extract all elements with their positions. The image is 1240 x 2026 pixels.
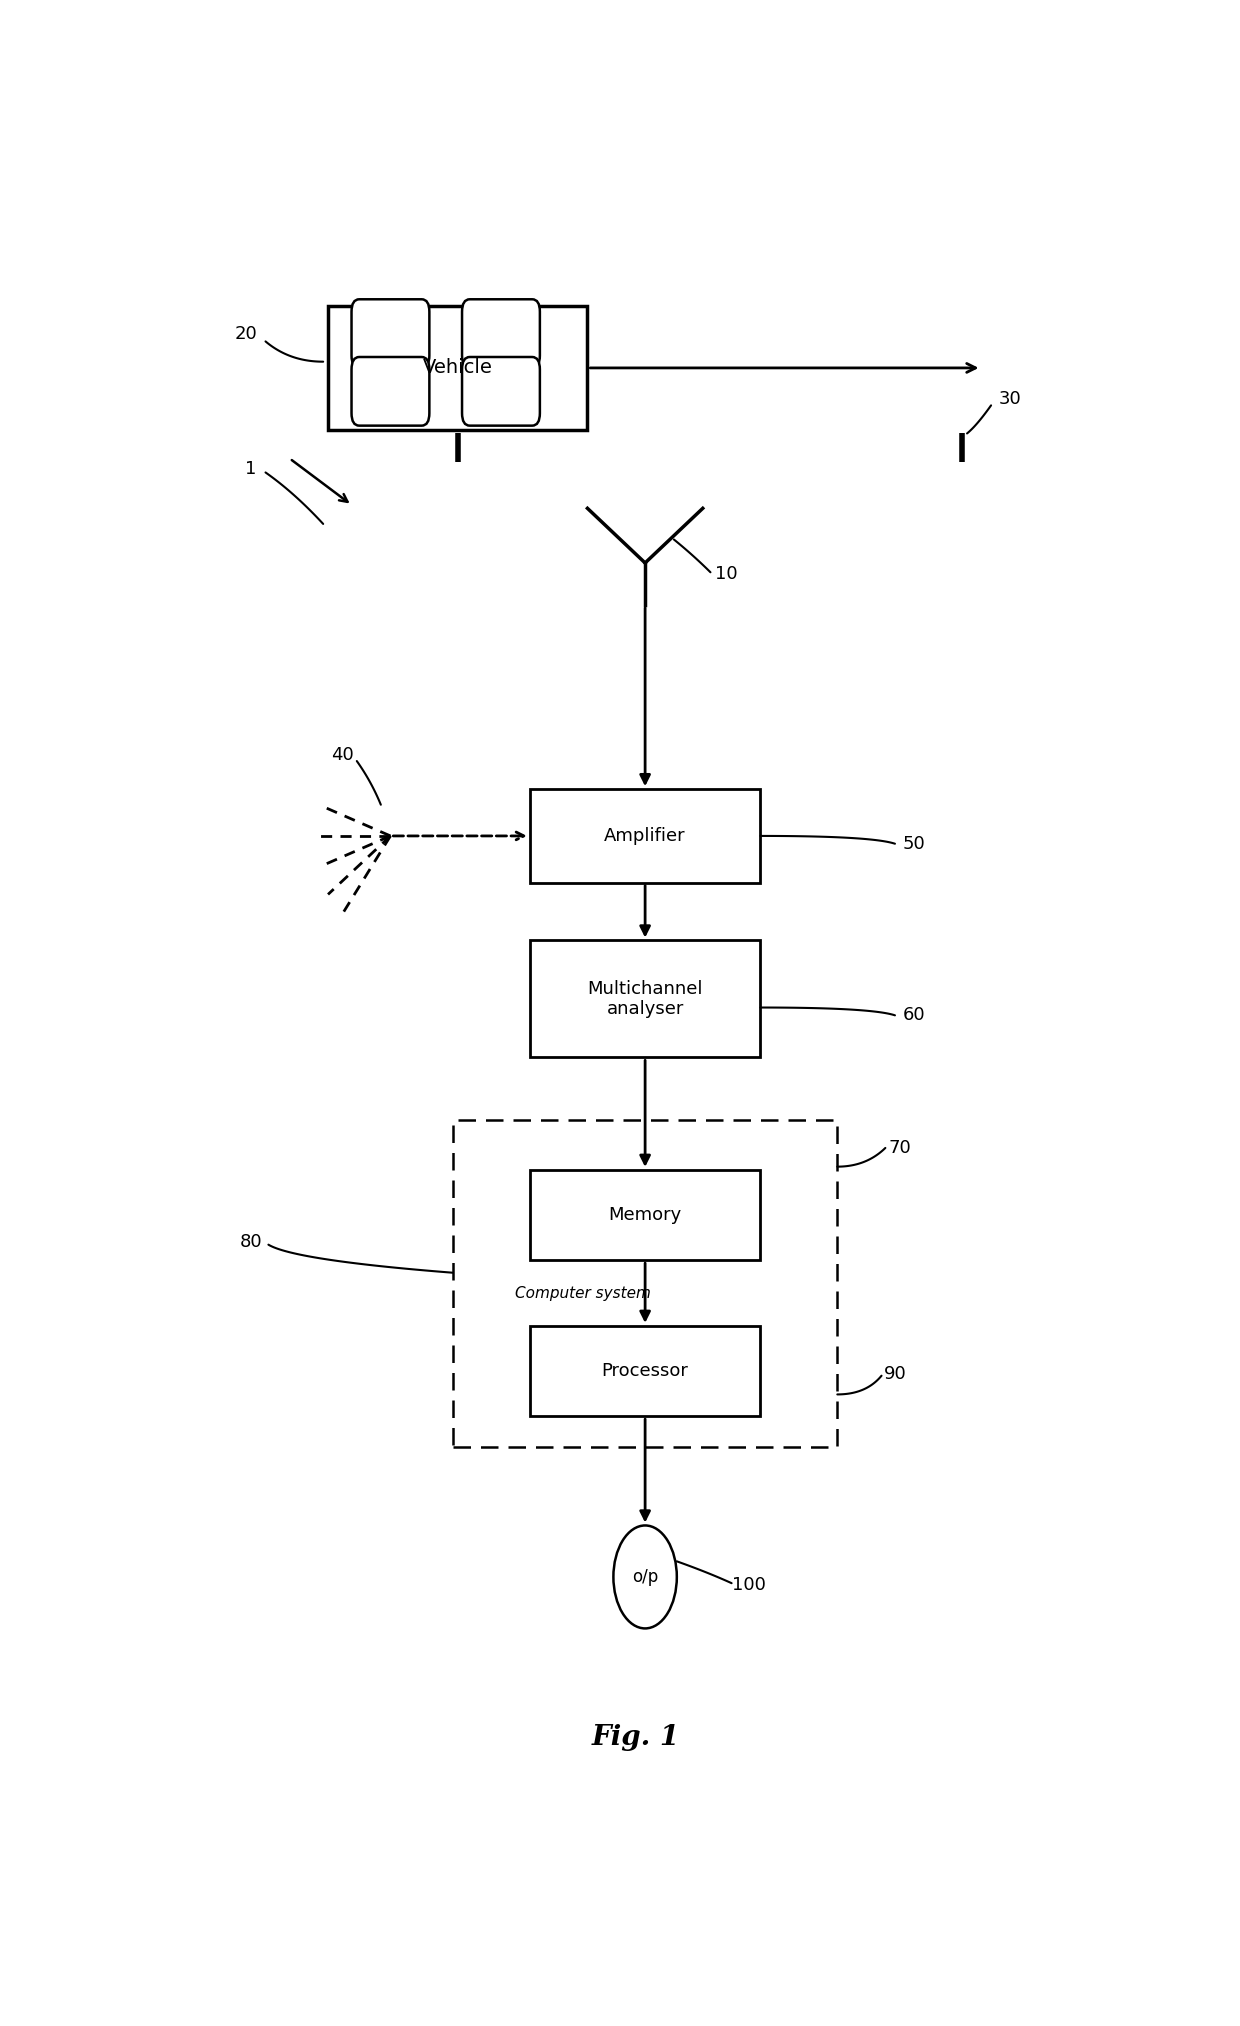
Text: o/p: o/p — [632, 1568, 658, 1586]
Text: 70: 70 — [888, 1139, 911, 1157]
Bar — [529, 940, 760, 1058]
Bar — [529, 790, 760, 883]
Text: 60: 60 — [903, 1007, 925, 1025]
FancyBboxPatch shape — [351, 300, 429, 369]
Bar — [327, 306, 588, 430]
FancyBboxPatch shape — [351, 357, 429, 425]
Text: 100: 100 — [732, 1576, 766, 1594]
Text: Vehicle: Vehicle — [423, 359, 492, 377]
Text: 80: 80 — [239, 1232, 263, 1250]
FancyBboxPatch shape — [463, 357, 539, 425]
Text: 1: 1 — [246, 460, 257, 478]
Text: 50: 50 — [903, 835, 925, 853]
Bar — [453, 1120, 837, 1447]
Text: Memory: Memory — [609, 1205, 682, 1224]
Text: 30: 30 — [999, 391, 1022, 407]
Bar — [529, 1325, 760, 1416]
Text: Computer system: Computer system — [516, 1287, 651, 1301]
Bar — [529, 1169, 760, 1260]
Text: 10: 10 — [715, 565, 738, 583]
FancyBboxPatch shape — [463, 300, 539, 369]
Text: 20: 20 — [234, 324, 258, 342]
Text: Amplifier: Amplifier — [604, 827, 686, 845]
Text: 40: 40 — [331, 746, 353, 764]
Text: Multichannel
analyser: Multichannel analyser — [588, 979, 703, 1019]
Text: 90: 90 — [884, 1366, 906, 1384]
Text: Processor: Processor — [601, 1361, 688, 1380]
Text: Fig. 1: Fig. 1 — [591, 1724, 680, 1750]
Circle shape — [614, 1526, 677, 1629]
